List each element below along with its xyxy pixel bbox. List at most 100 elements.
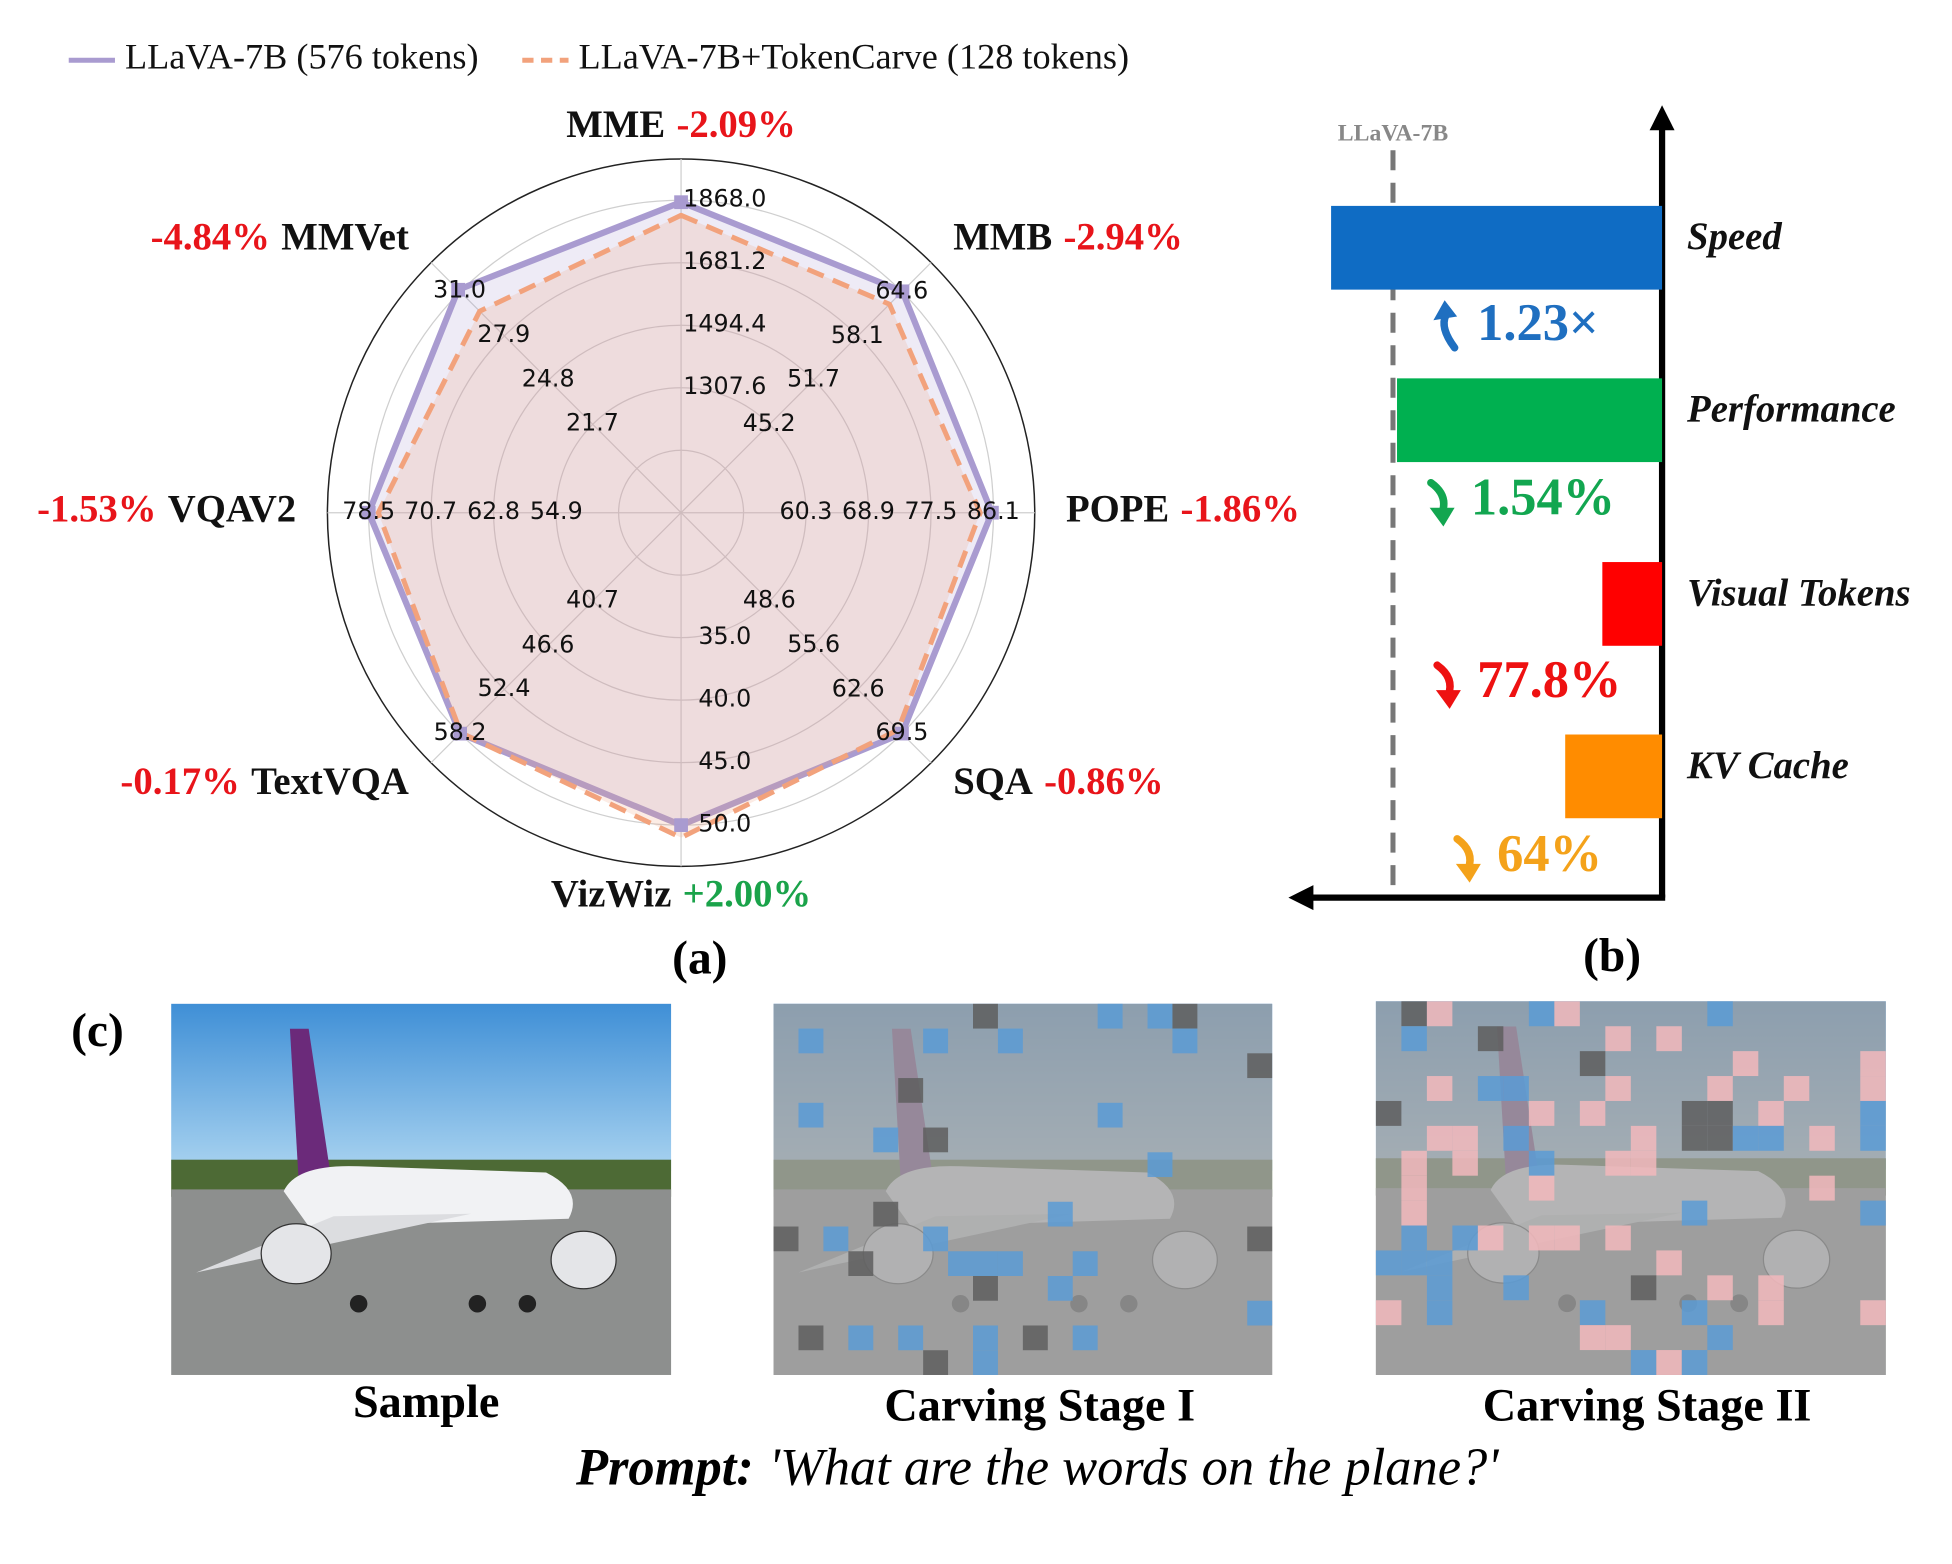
radar-marker <box>451 282 466 297</box>
token-patch <box>997 1251 1023 1276</box>
radar-tick-label: 46.6 <box>521 630 574 658</box>
token-patch <box>1707 1001 1733 1027</box>
annotation: 77.8% <box>1477 651 1621 709</box>
panel-label: (b) <box>1583 930 1641 982</box>
sky <box>171 1003 672 1171</box>
token-patch <box>1072 1251 1098 1276</box>
token-patch <box>1247 1226 1273 1252</box>
token-patch <box>1401 1150 1427 1176</box>
radar-tick-label: 27.9 <box>477 320 530 348</box>
panel-label: (a) <box>672 932 727 984</box>
radar-marker <box>895 726 909 741</box>
token-patch <box>973 1251 998 1276</box>
annotation: 1.23× <box>1477 294 1599 352</box>
token-patch <box>1528 1100 1555 1126</box>
token-patch <box>1605 1026 1631 1052</box>
token-patch <box>1426 1250 1453 1276</box>
token-patch <box>1707 1076 1733 1101</box>
token-patch <box>1503 1275 1529 1301</box>
engine <box>260 1223 332 1285</box>
axis-label: -1.53% VQAV2 <box>37 488 296 531</box>
axis-label: -0.17% TextVQA <box>120 760 409 803</box>
token-patch <box>1097 1003 1123 1029</box>
trend-arrow-head <box>1435 690 1461 709</box>
wheel <box>468 1294 487 1313</box>
radar-tick-label: 62.8 <box>467 497 520 525</box>
token-patch <box>1809 1175 1835 1201</box>
token-patch <box>1072 1325 1098 1351</box>
radar-tick-label: 40.0 <box>698 685 751 713</box>
radar-tick-label: 55.6 <box>787 630 840 658</box>
legend-label: LLaVA-7B+TokenCarve (128 tokens) <box>579 37 1130 77</box>
token-patch <box>1758 1100 1784 1126</box>
token-patch <box>973 1350 998 1375</box>
token-patch <box>848 1325 874 1351</box>
token-patch <box>1452 1150 1478 1176</box>
token-patch <box>973 1325 998 1351</box>
token-patch <box>1783 1076 1810 1101</box>
token-patch <box>1401 1175 1427 1201</box>
wheel <box>518 1294 537 1313</box>
panel-label: (c) <box>71 1005 124 1057</box>
token-patch <box>798 1102 824 1128</box>
token-patch <box>1630 1150 1657 1176</box>
radar-tick-label: 68.9 <box>842 497 895 525</box>
token-patch <box>1452 1125 1478 1151</box>
axis-change: -0.17% <box>120 760 239 803</box>
token-patch <box>1554 1001 1580 1027</box>
token-patch <box>773 1226 799 1252</box>
annotation: 64% <box>1497 825 1602 883</box>
token-patch <box>1401 1225 1427 1251</box>
token-patch <box>1732 1051 1759 1077</box>
axis-change: -2.09% <box>676 103 795 146</box>
token-patch <box>1172 1028 1198 1054</box>
token-patch <box>1732 1125 1759 1151</box>
mask <box>773 1003 1273 1375</box>
token-patch <box>1630 1350 1657 1375</box>
token-patch <box>948 1251 974 1276</box>
token-patch <box>1172 1003 1198 1029</box>
category-label: Performance <box>1686 388 1896 431</box>
token-patch <box>1147 1003 1173 1029</box>
token-patch <box>1579 1325 1606 1351</box>
token-patch <box>1426 1125 1453 1151</box>
token-patch <box>1022 1325 1048 1351</box>
token-patch <box>1147 1152 1173 1178</box>
radar-spoke <box>680 512 932 764</box>
token-patch <box>1097 1102 1123 1128</box>
token-patch <box>1605 1076 1631 1101</box>
axis-name: MME <box>566 103 665 146</box>
radar-tick-label: 48.6 <box>743 585 796 613</box>
token-patch <box>1579 1051 1606 1077</box>
token-patch <box>1758 1300 1784 1326</box>
axis-change: -2.94% <box>1063 215 1182 258</box>
axis-name: MMB <box>953 215 1052 258</box>
token-patch <box>1477 1076 1504 1101</box>
token-patch <box>1860 1051 1886 1077</box>
token-patch <box>923 1127 949 1153</box>
token-patch <box>1860 1125 1886 1151</box>
prompt-text: 'What are the words on the plane?' <box>769 1438 1499 1496</box>
token-patch <box>1554 1225 1580 1251</box>
radar-tick-label: 54.9 <box>530 497 583 525</box>
token-patch <box>848 1251 874 1276</box>
radar-tick-label: 60.3 <box>780 497 833 525</box>
token-patch <box>1401 1001 1427 1027</box>
prompt-lead: Prompt: <box>575 1438 754 1496</box>
token-patch <box>1401 1200 1427 1226</box>
token-patch <box>1503 1125 1529 1151</box>
axis-label: VizWiz +2.00% <box>551 872 811 915</box>
radar-tick-label: 69.5 <box>876 718 929 746</box>
axis-name: MMVet <box>281 215 409 258</box>
token-patch <box>898 1078 924 1103</box>
radar-spoke <box>430 262 682 514</box>
token-patch <box>923 1028 949 1054</box>
token-patch <box>1426 1300 1453 1326</box>
tail <box>289 1028 332 1182</box>
token-patch <box>1707 1275 1733 1301</box>
token-patch <box>898 1325 924 1351</box>
axis-label: MME -2.09% <box>566 103 796 146</box>
token-patch <box>1605 1150 1631 1176</box>
engine <box>550 1230 617 1290</box>
token-patch <box>1809 1125 1835 1151</box>
